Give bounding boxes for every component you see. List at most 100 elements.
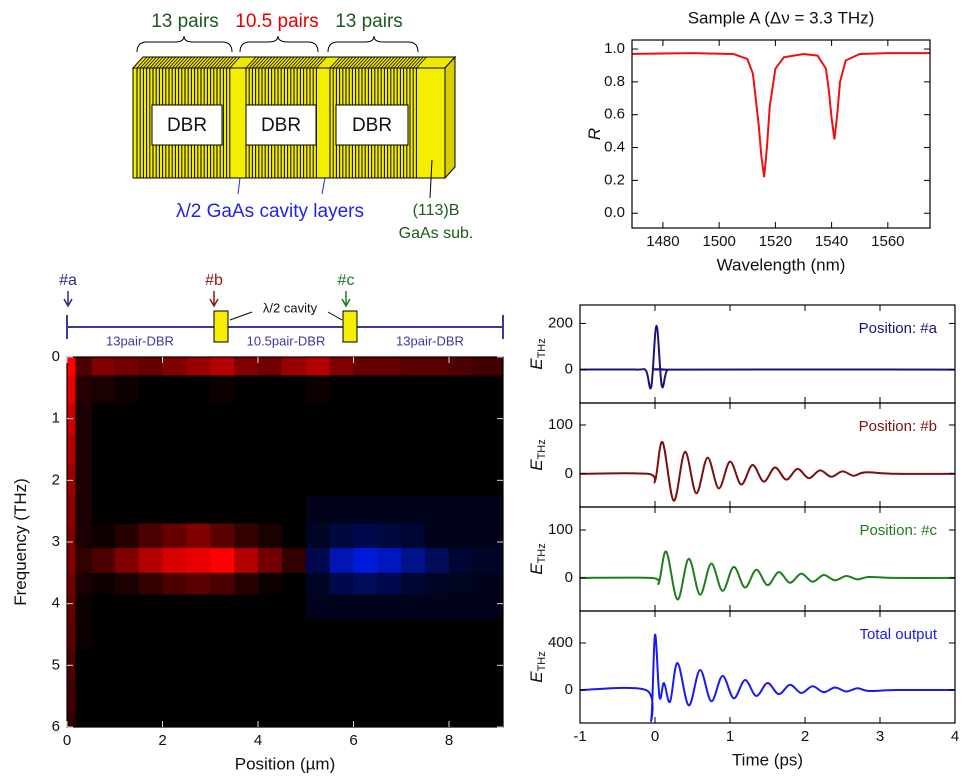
heatmap-cell: [305, 680, 331, 713]
y-tick-label: 2: [52, 471, 60, 488]
heatmap-cell: [210, 357, 235, 376]
heatmap-cell: [425, 495, 450, 524]
side-face: [444, 55, 456, 180]
heatmap-cell: [75, 464, 93, 497]
heatmap-cell: [281, 619, 307, 651]
plot-frame: [631, 39, 931, 229]
heatmap-cell: [401, 572, 426, 595]
heatmap-cell: [353, 434, 378, 466]
x-tick-label: 1480: [646, 233, 679, 250]
dbr-stripe: [261, 56, 273, 69]
heatmap-cell: [377, 375, 402, 404]
heatmap-cell: [329, 375, 355, 404]
heatmap-cell: [67, 548, 76, 574]
dbr-stripe: [146, 56, 157, 69]
data-line: [580, 633, 955, 723]
heatmap-cell: [162, 619, 187, 651]
dbr-stripe: [194, 56, 205, 69]
heatmap-cell: [425, 523, 450, 549]
y-tick-label: 0.6: [604, 106, 625, 123]
heatmap-cell: [401, 548, 426, 574]
heatmap-cell: [114, 403, 140, 435]
heatmap-cell: [401, 523, 426, 549]
brace: [239, 35, 319, 53]
plot-frame: [579, 610, 956, 724]
dbr-stripe: [216, 56, 228, 69]
heatmap-cell: [114, 464, 140, 497]
y-axis-label-main: E: [527, 671, 546, 683]
heatmap-cell: [258, 594, 283, 620]
dbr-stripe: [168, 56, 180, 69]
dbr-stripe: [210, 56, 221, 69]
heatmap-cell: [210, 523, 235, 549]
heatmap-cell: [401, 357, 426, 376]
data-line: [580, 324, 955, 390]
heatmap-cell: [67, 680, 76, 713]
heatmap-cell: [162, 495, 187, 524]
heatmap-cell: [305, 495, 331, 524]
heatmap-cell: [281, 434, 307, 466]
heatmap-cell: [210, 403, 235, 435]
heatmap-cell: [138, 619, 164, 651]
heatmap-cell: [281, 548, 307, 574]
heatmap-cell: [92, 403, 116, 435]
heatmap-cell: [186, 548, 211, 574]
heatmap-cell: [258, 523, 283, 549]
dbr-stripe: [248, 56, 260, 69]
heatmap-cell: [210, 649, 235, 682]
heatmap-cell: [377, 434, 402, 466]
heatmap-cell: [353, 548, 378, 574]
heatmap-cell: [138, 680, 164, 713]
heatmap-cell: [234, 357, 259, 376]
y-tick-label: 0: [52, 348, 60, 365]
y-tick-label: 0: [565, 361, 573, 378]
data-line: [580, 441, 955, 502]
dbr-stripe: [268, 56, 279, 69]
heatmap-cell: [377, 523, 402, 549]
panel-annotation: Position: #a: [859, 320, 938, 337]
heatmap-cell: [329, 495, 355, 524]
heatmap-cell: [425, 619, 450, 651]
heatmap-cell: [329, 434, 355, 466]
heatmap-cell: [281, 680, 307, 713]
dbr-stripe: [149, 56, 161, 69]
dbr-stripe: [280, 56, 292, 69]
heatmap-cell: [258, 403, 283, 435]
heatmap-cell: [472, 572, 504, 595]
heatmap-cell: [425, 680, 450, 713]
heatmap-cell: [186, 711, 211, 728]
heatmap-cell: [377, 357, 402, 376]
dbr-stripe: [377, 56, 389, 69]
dbr-stripe: [409, 56, 421, 69]
heatmap-cell: [377, 495, 402, 524]
y-tick-label: 100: [548, 416, 573, 433]
heatmap-cell: [329, 649, 355, 682]
heatmap-cell: [234, 375, 259, 404]
dbr-stripe: [159, 56, 170, 69]
heatmap-cell: [449, 523, 474, 549]
y-axis-label-sub: THz: [536, 543, 548, 563]
y-tick-label: 5: [52, 656, 60, 673]
x-axis-label: Position (µm): [235, 754, 335, 773]
marker-arrow: [209, 291, 219, 308]
heatmap-cell: [138, 594, 164, 620]
heatmap-cell: [425, 403, 450, 435]
heatmap-cell: [67, 619, 76, 651]
segment-label: 13pair-DBR: [106, 333, 174, 348]
heatmap-cell: [258, 548, 283, 574]
dbr-stripe: [184, 56, 196, 69]
heatmap-cell: [377, 680, 402, 713]
heatmap-cell: [449, 548, 474, 574]
heatmap-cell: [353, 464, 378, 497]
panel-annotation: Total output: [859, 626, 937, 643]
heatmap-cell: [305, 572, 331, 595]
y-axis-label-main: E: [527, 358, 546, 370]
heatmap-cell: [138, 434, 164, 466]
plot-area: [580, 324, 955, 390]
y-tick-label: 200: [548, 314, 573, 331]
x-tick-label: 8: [445, 732, 453, 749]
heatmap-cell: [472, 548, 504, 574]
heatmap-cell: [258, 434, 283, 466]
y-tick-label: 1: [52, 410, 60, 427]
heatmap-cell: [329, 680, 355, 713]
